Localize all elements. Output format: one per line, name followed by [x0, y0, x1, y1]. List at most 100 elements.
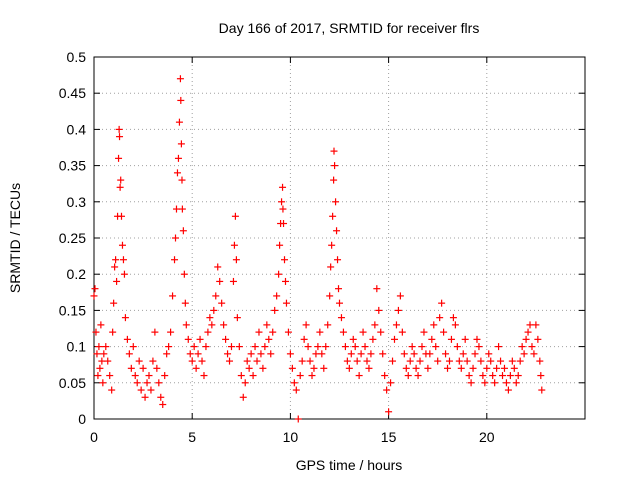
- data-point: [224, 350, 232, 358]
- data-point: [326, 292, 334, 300]
- data-point: [275, 270, 283, 278]
- data-point: [279, 183, 287, 191]
- data-point: [328, 241, 336, 249]
- data-point: [178, 205, 186, 213]
- grid-layer: [94, 57, 585, 419]
- data-point: [330, 147, 338, 155]
- plot-frame: [93, 56, 586, 420]
- data-point: [113, 277, 121, 285]
- data-point: [276, 241, 284, 249]
- data-point: [522, 335, 530, 343]
- data-point: [94, 372, 102, 380]
- data-point: [182, 321, 190, 329]
- data-point: [310, 364, 318, 372]
- data-point: [469, 364, 477, 372]
- data-point: [265, 335, 273, 343]
- data-point: [117, 212, 125, 220]
- y-tick-label: 0.15: [59, 302, 86, 318]
- data-point: [493, 364, 501, 372]
- data-point: [316, 328, 324, 336]
- data-point: [119, 256, 127, 264]
- data-point: [353, 357, 361, 365]
- data-point: [369, 335, 377, 343]
- x-tick-label: 5: [188, 429, 196, 445]
- data-point: [381, 372, 389, 380]
- data-point: [278, 198, 286, 206]
- data-point: [198, 357, 206, 365]
- data-point: [426, 350, 434, 358]
- data-point: [232, 256, 240, 264]
- data-point: [271, 306, 279, 314]
- data-point: [98, 357, 106, 365]
- data-point: [286, 350, 294, 358]
- data-point: [365, 364, 373, 372]
- data-point: [510, 364, 518, 372]
- data-point: [347, 350, 355, 358]
- data-point: [100, 350, 108, 358]
- data-point: [312, 350, 320, 358]
- data-point: [204, 328, 212, 336]
- y-tick-label: 0.25: [59, 230, 86, 246]
- data-point: [416, 357, 424, 365]
- data-point: [102, 343, 110, 351]
- data-point: [108, 386, 116, 394]
- data-point: [263, 321, 271, 329]
- data-point: [314, 343, 322, 351]
- data-point: [302, 321, 310, 329]
- data-point: [516, 357, 524, 365]
- x-tick-label: 0: [90, 429, 98, 445]
- data-point: [281, 256, 289, 264]
- data-point: [281, 277, 289, 285]
- data-point: [226, 357, 234, 365]
- data-point: [116, 133, 124, 141]
- data-point: [461, 335, 469, 343]
- data-point: [292, 386, 300, 394]
- data-point: [339, 328, 347, 336]
- y-tick-label: 0: [78, 411, 86, 427]
- data-point: [387, 379, 395, 387]
- data-point: [398, 328, 406, 336]
- data-point: [379, 350, 387, 358]
- data-point: [159, 401, 167, 409]
- data-point: [497, 357, 505, 365]
- data-point: [526, 321, 534, 329]
- data-point: [178, 176, 186, 184]
- data-point: [259, 364, 267, 372]
- data-point: [186, 350, 194, 358]
- data-point: [179, 227, 187, 235]
- data-point: [253, 357, 261, 365]
- data-point: [165, 343, 173, 351]
- data-point: [235, 343, 243, 351]
- data-point: [357, 350, 365, 358]
- data-point: [343, 357, 351, 365]
- data-point: [455, 357, 463, 365]
- data-point: [141, 393, 149, 401]
- data-point: [329, 212, 337, 220]
- data-point: [177, 96, 185, 104]
- data-point: [135, 357, 143, 365]
- data-point: [475, 343, 483, 351]
- data-point: [377, 328, 385, 336]
- chart-title: Day 166 of 2017, SRMTID for receiver flr…: [219, 20, 480, 36]
- data-point: [495, 343, 503, 351]
- data-point: [117, 176, 125, 184]
- data-point: [121, 314, 129, 322]
- data-point: [163, 350, 171, 358]
- data-point: [247, 350, 255, 358]
- data-point: [206, 314, 214, 322]
- data-point: [487, 357, 495, 365]
- data-point: [161, 372, 169, 380]
- data-point: [322, 343, 330, 351]
- data-point: [453, 343, 461, 351]
- data-point: [436, 314, 444, 322]
- data-point: [483, 364, 491, 372]
- data-point: [257, 350, 265, 358]
- y-tick-label: 0.05: [59, 375, 86, 391]
- data-point: [534, 335, 542, 343]
- data-point: [91, 285, 99, 293]
- data-point: [157, 393, 165, 401]
- data-point: [90, 292, 98, 300]
- data-point: [337, 314, 345, 322]
- data-point: [127, 364, 135, 372]
- data-point: [200, 372, 208, 380]
